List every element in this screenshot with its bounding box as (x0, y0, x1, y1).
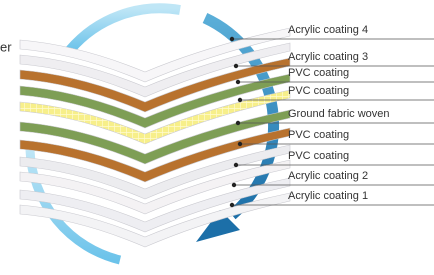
layers (20, 28, 290, 247)
layer-label: PVC coating (288, 129, 349, 141)
layer-label: Acrylic coating 2 (288, 170, 368, 182)
leader-dot (234, 64, 238, 68)
layer-label: PVC coating (288, 67, 349, 79)
layer-label: Acrylic coating 4 (288, 24, 368, 36)
arrow-arc (70, 8, 180, 50)
leader-dot (230, 37, 234, 41)
leader-dot (236, 121, 240, 125)
layer-diagram: er Acrylic coating 4 Acrylic coating 3 PVC… (0, 0, 434, 275)
leader-dot (232, 183, 236, 187)
side-text: er (0, 39, 12, 54)
layer-label: Acrylic coating 1 (288, 190, 368, 202)
layer-label: Acrylic coating 3 (288, 51, 368, 63)
leader-dot (230, 203, 234, 207)
leader-dot (238, 142, 242, 146)
layer-label: Ground fabric woven (288, 108, 390, 120)
leader-dot (238, 98, 242, 102)
leader-dot (234, 163, 238, 167)
layer-label: PVC coating (288, 150, 349, 162)
layer-label: PVC coating (288, 85, 349, 97)
leader-dot (236, 80, 240, 84)
